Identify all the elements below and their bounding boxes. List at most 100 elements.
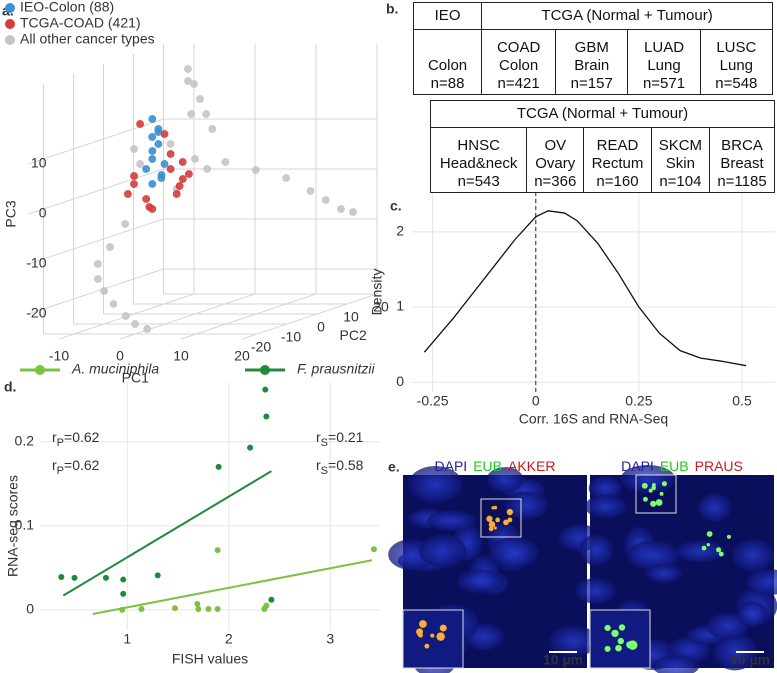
legend-label: IEO-Colon (88) [20, 0, 114, 15]
data-point [154, 128, 163, 136]
header-row: TCGA (Normal + Tumour) [430, 100, 775, 128]
annotation-value: =0.58 [328, 457, 364, 473]
fit-line [92, 559, 373, 616]
x-tick-label: 0 [116, 348, 124, 364]
bacterium [439, 624, 447, 632]
data-point [187, 110, 196, 118]
data-point [194, 600, 201, 607]
bacterium [488, 521, 496, 528]
data-point [120, 576, 127, 583]
legend-label: F. prausnitzii [297, 361, 375, 377]
data-point [109, 300, 118, 308]
data-point [214, 547, 221, 554]
bacterium [706, 542, 710, 547]
table-cell: SKCM Skin n=104 [650, 127, 711, 193]
data-point [184, 77, 192, 85]
data-point [183, 65, 192, 73]
z-axis-label: PC3 [3, 200, 19, 227]
data-point [148, 133, 157, 141]
stain-label: PRAUS [695, 458, 743, 474]
y-axis-label: Density [369, 269, 385, 316]
cell-line: Colon [427, 57, 468, 74]
x-tick-label: 1 [123, 631, 131, 647]
legend-marker [5, 35, 15, 45]
cell-line: n=571 [642, 75, 686, 92]
header-row: IEO TCGA (Normal + Tumour) [412, 2, 773, 30]
z-tick-label: -10 [26, 255, 46, 271]
bacterium [701, 545, 707, 551]
cell-line: n=88 [430, 75, 465, 92]
data-point [138, 605, 145, 612]
y-tick-label: 10 [343, 309, 359, 325]
annotation-symbol: r [316, 457, 321, 473]
header-cell: TCGA (Normal + Tumour) [481, 2, 773, 30]
panel-label: b. [386, 1, 398, 17]
nucleus [456, 569, 504, 594]
bacterium [507, 517, 513, 523]
bacterium [661, 481, 667, 487]
bacterium [424, 643, 430, 649]
table-cell: HNSC Head&neck n=543 [429, 127, 528, 193]
data-point [262, 386, 269, 393]
data-point [202, 110, 211, 118]
cell-line: Breast [720, 155, 764, 172]
data-point [263, 413, 270, 420]
bacterium [627, 640, 638, 650]
data-point [148, 205, 157, 213]
nucleus [645, 564, 683, 583]
annotation-subscript: S [321, 465, 328, 477]
data-point [166, 150, 175, 158]
x-tick-label: 0 [532, 393, 540, 409]
nucleus [745, 569, 777, 596]
annotation-subscript: P [57, 465, 64, 477]
header-cell: IEO [412, 2, 483, 30]
bacterium [618, 624, 626, 631]
x-axis-label: PC1 [122, 370, 149, 386]
data-point [130, 172, 138, 180]
data-point [120, 590, 127, 597]
header-cell: TCGA (Normal + Tumour) [430, 100, 775, 128]
z-tick-label: -20 [26, 305, 46, 321]
data-point [251, 166, 260, 174]
annotation: rP=0.62 [52, 457, 100, 477]
x-tick-label: 20 [234, 348, 250, 364]
bacterium [503, 519, 509, 526]
cell-line: n=548 [715, 75, 758, 92]
data-point [136, 160, 144, 168]
z-tick-label: 10 [31, 155, 47, 171]
nucleus [674, 540, 726, 563]
annotation-value: =0.21 [328, 429, 364, 445]
nucleus [732, 539, 774, 572]
y-tick-label: 2 [396, 223, 404, 239]
annotation-value: =0.62 [64, 429, 100, 445]
table-cell: GBM Brain n=157 [555, 29, 629, 95]
cell-line: n=104 [659, 173, 702, 190]
table-row: Colon n=88 COAD Colon n=421 GBM Brain n=157 LUAD… [412, 29, 774, 95]
bacterium [650, 500, 657, 507]
x-tick-label: 10 [173, 348, 189, 364]
annotation-symbol: r [52, 429, 57, 445]
annotation-symbol: r [316, 429, 321, 445]
table-cell: Colon n=88 [412, 29, 483, 95]
y-axis-label: PC2 [340, 327, 367, 343]
data-point [142, 165, 151, 173]
nucleus [575, 578, 616, 604]
data-point [247, 444, 254, 451]
nucleus [418, 534, 467, 568]
annotation: rS=0.21 [316, 429, 364, 449]
grid-line [180, 293, 317, 340]
grid-line [241, 293, 378, 340]
y-axis-label: RNA-seq scores [5, 475, 21, 577]
cell-line: Lung [719, 57, 754, 74]
x-tick-label: -10 [49, 348, 69, 364]
cell-line: LUAD [644, 39, 685, 56]
table-cell: BRCA Breast n=1185 [709, 127, 775, 193]
scale-bar-label: 10 µm [730, 652, 770, 668]
grid-line [28, 268, 164, 315]
density-line [423, 210, 747, 367]
bacterium [491, 506, 495, 510]
cell-line: Skin [665, 155, 695, 172]
nucleus [713, 632, 757, 671]
cell-line: n=1185 [717, 173, 767, 190]
